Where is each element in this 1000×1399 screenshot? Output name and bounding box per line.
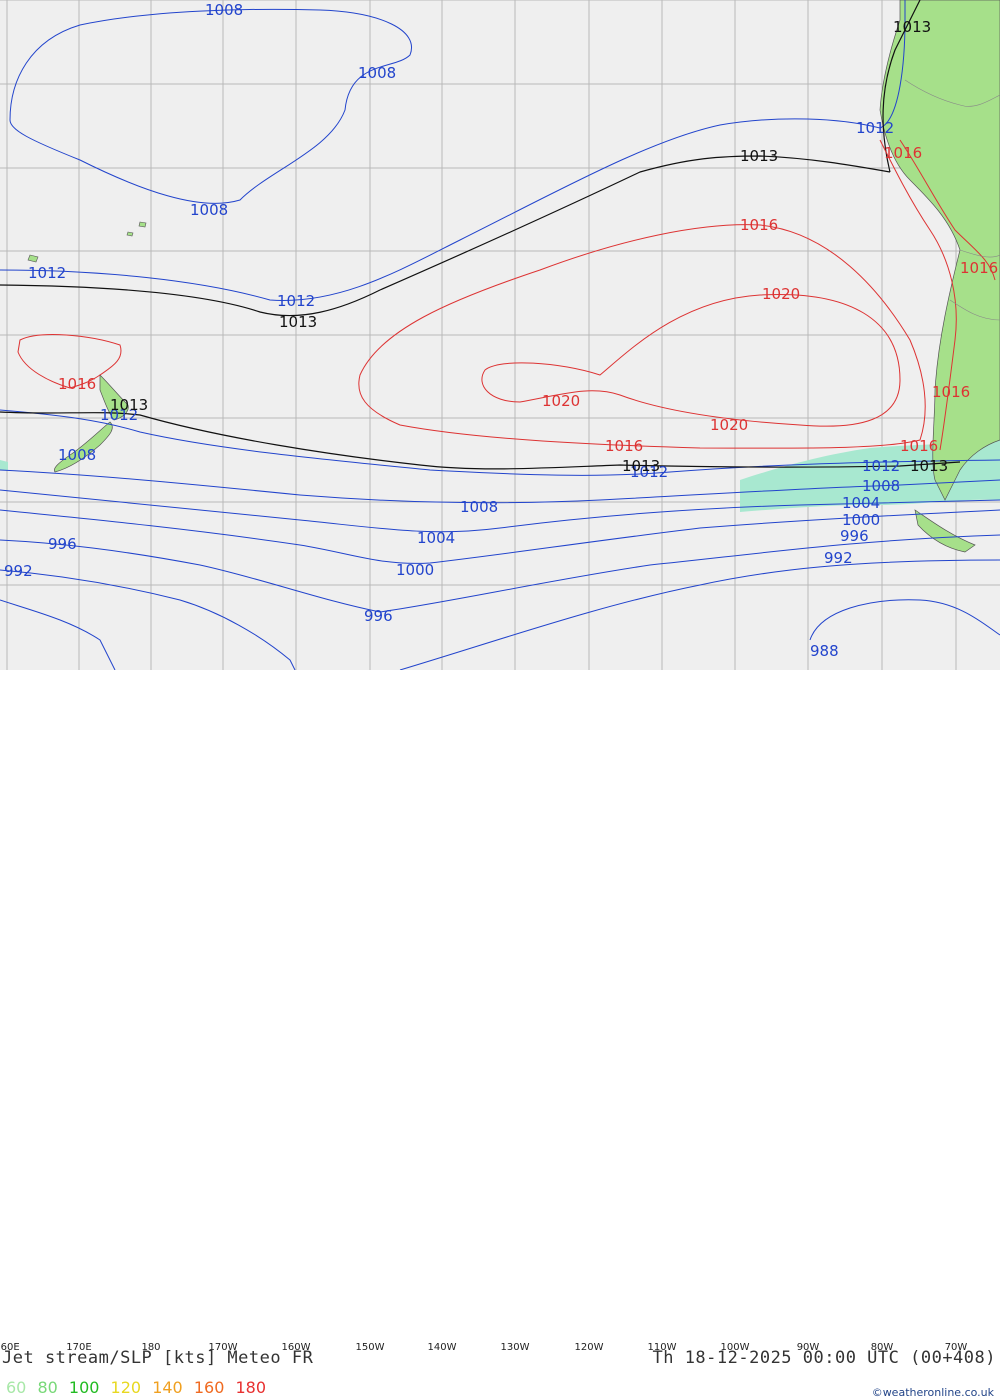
isobar-label: 1016: [884, 144, 922, 162]
isobar-label: 1013: [279, 313, 317, 331]
longitude-tick: 120W: [574, 1342, 604, 1353]
isobar-label: 1016: [605, 437, 643, 455]
legend-item: 160: [193, 1378, 225, 1397]
country-borders: [904, 79, 1000, 321]
isobar-labels: 1008 1008 1008 1008 1008 1008 1012 1012 …: [4, 1, 998, 660]
isobar-label: 996: [48, 535, 77, 553]
isobar-label: 1008: [58, 446, 96, 464]
isobars-high: [17, 139, 996, 451]
legend-item: 180: [235, 1378, 267, 1397]
isobar-label: 1008: [862, 477, 900, 495]
isobar-label: 996: [364, 607, 393, 625]
isobar-label: 1013: [110, 396, 148, 414]
map-title: Jet stream/SLP [kts] Meteo FR: [2, 1348, 314, 1368]
tierra-del-fuego: [914, 509, 976, 553]
isobar-label: 1020: [710, 416, 748, 434]
isobar-label: 992: [4, 562, 33, 580]
legend-item: 80: [37, 1378, 58, 1397]
legend-item: 140: [152, 1378, 183, 1397]
isobar-label: 1016: [740, 216, 778, 234]
forecast-time: Th 18-12-2025 00:00 UTC (00+408): [652, 1348, 996, 1368]
isobar-label: 1008: [358, 64, 396, 82]
weather-map: 1008 1008 1008 1008 1008 1008 1012 1012 …: [0, 0, 1000, 671]
isobar-label: 996: [840, 527, 869, 545]
new-zealand-south: [54, 421, 113, 473]
isobar-label: 988: [810, 642, 839, 660]
pacific-island: [126, 231, 134, 237]
isobar-label: 1013: [893, 18, 931, 36]
credit-link[interactable]: ©weatheronline.co.uk: [871, 1386, 994, 1399]
isobars-low: [0, 0, 1000, 671]
isobar-label: 1016: [58, 375, 96, 393]
map-footer: 160E 170E 180 170W 160W 150W 140W 130W 1…: [0, 670, 1000, 1399]
isobar-label: 1013: [622, 457, 660, 475]
map-canvas: 1008 1008 1008 1008 1008 1008 1012 1012 …: [0, 0, 1000, 671]
longitude-tick: 150W: [355, 1342, 385, 1353]
isobar-label: 1013: [740, 147, 778, 165]
longitude-tick: 130W: [500, 1342, 530, 1353]
isobar-label: 1016: [932, 383, 970, 401]
legend-item: 120: [110, 1378, 142, 1397]
longitude-tick: 140W: [427, 1342, 457, 1353]
new-zealand-north: [99, 374, 129, 421]
south-america-land: [879, 0, 1000, 501]
isobar-label: 1016: [900, 437, 938, 455]
isobar-label: 1008: [205, 1, 243, 19]
isobar-label: 1013: [910, 457, 948, 475]
isobar-label: 1000: [396, 561, 434, 579]
jet-stream-area-west: [0, 460, 8, 470]
isobar-label: 1004: [417, 529, 455, 547]
isobar-label: 1012: [630, 463, 668, 481]
isobar-label: 1008: [190, 201, 228, 219]
isobar-label: 1020: [762, 285, 800, 303]
legend-item: 60: [6, 1378, 27, 1397]
isobar-label: 1012: [100, 406, 138, 424]
isobar-label: 1008: [460, 498, 498, 516]
jet-speed-legend: 60 80 100 120 140 160 180: [6, 1378, 272, 1397]
pacific-island: [27, 254, 39, 263]
isobars-1013: [0, 0, 961, 470]
isobar-label: 1016: [960, 259, 998, 277]
isobar-label: 1012: [277, 292, 315, 310]
isobar-label: 992: [824, 549, 853, 567]
isobar-label: 1012: [28, 264, 66, 282]
graticule: [0, 0, 1000, 670]
isobar-label: 1012: [862, 457, 900, 475]
pacific-island: [138, 221, 147, 228]
legend-item: 100: [68, 1378, 100, 1397]
isobar-label: 1020: [542, 392, 580, 410]
isobar-label: 1000: [842, 511, 880, 529]
isobar-label: 1012: [856, 119, 894, 137]
isobar-label: 1004: [842, 494, 880, 512]
